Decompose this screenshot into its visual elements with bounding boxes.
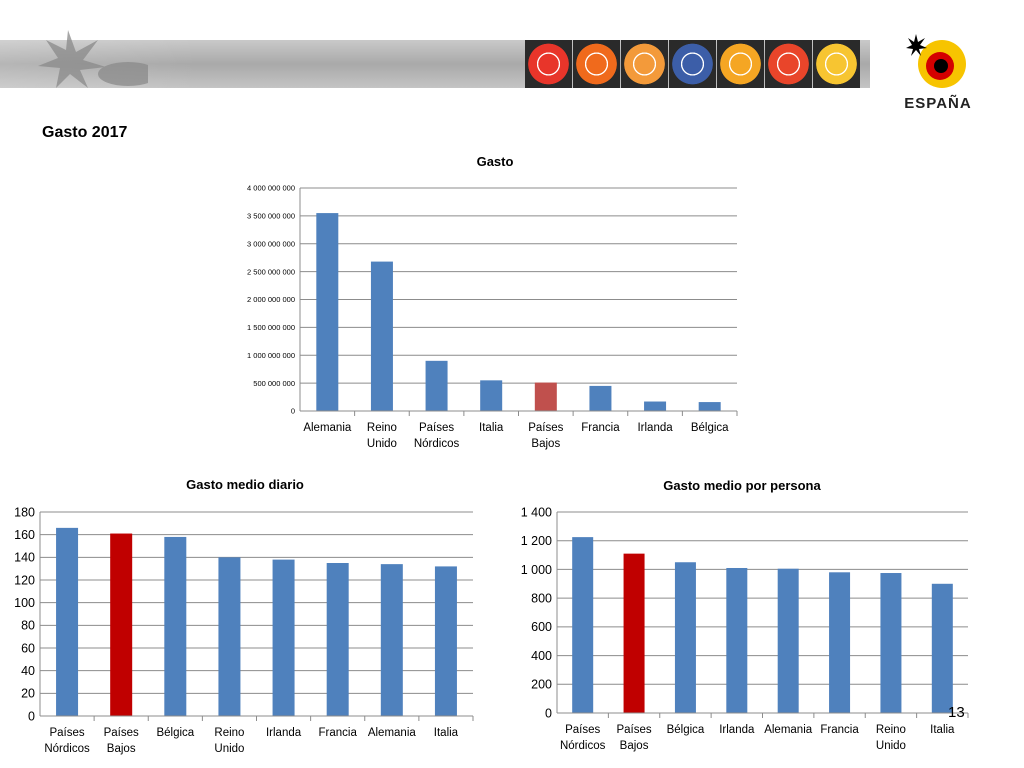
y-tick-label: 160 (14, 528, 35, 542)
banner-tile-squares (717, 40, 764, 88)
banner-tile-red-disc (765, 40, 812, 88)
espana-logo: ESPAÑA (904, 34, 971, 112)
chart-gasto: Gasto 0 500 000 000 1 000 000 000 1 500 000 … (247, 154, 738, 450)
x-tick-label: Alemania (764, 724, 813, 736)
x-tick-label: Italia (434, 727, 459, 739)
banner-tile-red-sun (525, 40, 572, 88)
banner-fade (0, 40, 200, 88)
bar (380, 564, 403, 716)
y-tick-label: 1 500 000 000 (247, 323, 295, 332)
x-tick-label: Reino Unido (876, 724, 906, 752)
x-tick-label: Bélgica (156, 727, 194, 739)
x-tick-label: Italia (930, 724, 955, 736)
bar (56, 527, 79, 716)
x-tick-label: Irlanda (266, 727, 302, 739)
y-tick-label: 1 400 (521, 505, 552, 519)
y-tick-label: 4 000 000 000 (247, 184, 295, 193)
y-tick-label: 400 (531, 649, 552, 663)
y-tick-label: 180 (14, 505, 35, 519)
x-tick-label: Reino Unido (367, 422, 397, 450)
x-tick-label: Reino Unido (214, 727, 244, 755)
chart-gasto-medio-por-persona: Gasto medio por persona 0 200 400 600 800 1 00… (521, 478, 969, 752)
bar (777, 568, 799, 713)
bar (534, 382, 557, 411)
bar (880, 573, 902, 713)
y-tick-label: 500 000 000 (253, 379, 295, 388)
y-tick-label: 1 000 (521, 563, 552, 577)
espana-logo-text: ESPAÑA (904, 94, 971, 112)
x-tick-label: Irlanda (637, 422, 673, 434)
bar (370, 261, 393, 411)
y-tick-label: 0 (28, 709, 35, 723)
bar (326, 563, 349, 716)
bar (572, 537, 594, 713)
bar (218, 557, 241, 716)
y-tick-label: 800 (531, 592, 552, 606)
x-tick-label: Alemania (303, 422, 352, 434)
chart-title: Gasto (477, 154, 514, 169)
y-tick-label: 60 (21, 641, 35, 655)
bar (726, 567, 748, 713)
x-tick-label: Francia (319, 727, 358, 739)
y-tick-label: 40 (21, 664, 35, 678)
y-tick-label: 20 (21, 687, 35, 701)
bar (425, 360, 448, 411)
y-tick-label: 140 (14, 551, 35, 565)
bar (589, 385, 612, 411)
y-tick-label: 3 500 000 000 (247, 212, 295, 221)
x-tick-label: Italia (479, 422, 504, 434)
banner-tile-beetle (669, 40, 716, 88)
bar (931, 583, 953, 713)
x-tick-label: Bélgica (691, 422, 729, 434)
bar (272, 559, 295, 716)
bar (674, 562, 696, 713)
sun-silhouette-icon (38, 30, 148, 88)
banner-tile-starburst (621, 40, 668, 88)
bar (698, 402, 721, 411)
bar (316, 213, 339, 411)
page-number: 13 (948, 704, 965, 721)
x-tick-label: Bélgica (667, 724, 705, 736)
x-tick-label: Irlanda (719, 724, 755, 736)
y-tick-label: 200 (531, 678, 552, 692)
bar (164, 536, 187, 716)
chart-title: Gasto medio por persona (663, 478, 821, 493)
banner-tiles (525, 40, 861, 88)
y-tick-label: 120 (14, 573, 35, 587)
x-tick-label: Francia (581, 422, 620, 434)
x-tick-label: Países Bajos (104, 727, 139, 755)
y-tick-label: 80 (21, 619, 35, 633)
y-tick-label: 100 (14, 596, 35, 610)
bar (623, 553, 645, 713)
header-banner: ESPAÑA (0, 0, 1024, 120)
bar (434, 566, 457, 716)
bar (480, 380, 503, 411)
bar (644, 401, 667, 411)
banner-tile-yellow-sun (813, 40, 860, 88)
x-tick-label: Alemania (368, 727, 417, 739)
y-tick-label: 2 000 000 000 (247, 295, 295, 304)
chart-title: Gasto medio diario (186, 477, 304, 492)
x-tick-label: Países Bajos (528, 422, 563, 450)
y-tick-label: 0 (545, 706, 552, 720)
y-tick-label: 1 200 (521, 534, 552, 548)
x-tick-label: Países Nórdicos (560, 724, 606, 752)
y-tick-label: 3 000 000 000 (247, 239, 295, 248)
banner-tile-orange-sun (573, 40, 620, 88)
y-tick-label: 2 500 000 000 (247, 267, 295, 276)
x-tick-label: Países Nórdicos (44, 727, 90, 755)
chart-gasto-medio-diario: Gasto medio diario 0 20 40 60 80 100 120 140 160 1… (14, 477, 474, 755)
y-tick-label: 600 (531, 620, 552, 634)
slide-title: Gasto 2017 (42, 124, 128, 141)
bar (110, 533, 133, 716)
x-tick-label: Países Nórdicos (414, 422, 460, 450)
x-tick-label: Países Bajos (616, 724, 651, 752)
y-tick-label: 1 000 000 000 (247, 351, 295, 360)
x-tick-label: Francia (820, 724, 859, 736)
bar (829, 572, 851, 713)
y-tick-label: 0 (291, 407, 295, 416)
